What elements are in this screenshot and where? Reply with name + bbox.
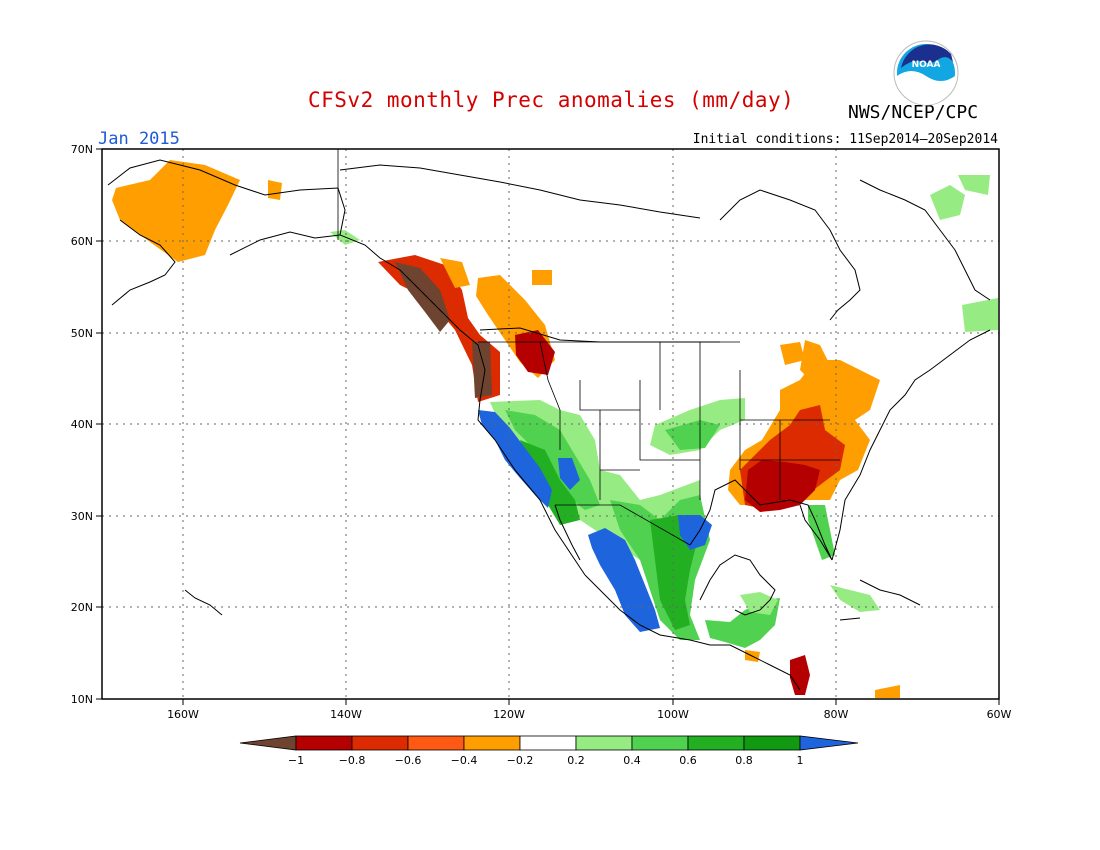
graticule — [102, 149, 999, 699]
labrador-wet — [930, 185, 965, 220]
initial-conditions: Initial conditions: 11Sep2014–20Sep2014 — [692, 132, 998, 147]
southwest-green-dark — [520, 440, 580, 525]
lon-label: 60W — [987, 708, 1012, 721]
logo-text: NOAA — [912, 60, 941, 70]
lat-label: 10N — [71, 693, 93, 706]
noaa-logo-icon: NOAA — [893, 40, 959, 106]
lat-label: 70N — [71, 143, 93, 156]
lat-label: 50N — [71, 327, 93, 340]
alaska-west-dry — [112, 160, 240, 262]
legend-swatch — [295, 735, 353, 751]
labrador-wet-3 — [962, 298, 998, 332]
political-boundaries — [337, 149, 840, 546]
lakes-dry — [800, 340, 835, 385]
labrador-wet-2 — [958, 175, 990, 195]
legend-arrow-high — [799, 735, 859, 751]
legend-label: 0.2 — [567, 754, 585, 767]
color-legend: −1 −0.8 −0.6 −0.4 −0.2 0.2 0.4 0.6 0.8 1 — [239, 735, 859, 767]
legend-swatch — [463, 735, 521, 751]
legend-swatch — [407, 735, 465, 751]
bc-coast-orange — [440, 258, 470, 288]
legend-swatch — [687, 735, 745, 751]
legend-label: 0.8 — [735, 754, 753, 767]
legend-label: 0.6 — [679, 754, 697, 767]
plains-wet-2 — [665, 420, 720, 450]
central-america-dry — [790, 655, 810, 695]
southwest-green-mid — [505, 410, 600, 510]
forecast-month: Jan 2015 — [98, 129, 180, 149]
map-title: CFSv2 monthly Prec anomalies (mm/day) — [308, 88, 795, 112]
agency-label: NWS/NCEP/CPC — [848, 102, 979, 123]
legend-swatch — [519, 735, 577, 751]
lat-label: 60N — [71, 235, 93, 248]
lon-label: 120W — [493, 708, 525, 721]
lat-label: 20N — [71, 601, 93, 614]
lon-label: 160W — [167, 708, 199, 721]
legend-label: 0.4 — [623, 754, 641, 767]
legend-label: −0.6 — [395, 754, 422, 767]
legend-label: 1 — [797, 754, 804, 767]
rockies-dry — [515, 330, 555, 375]
legend-swatch — [575, 735, 633, 751]
legend-arrow-low — [239, 735, 297, 751]
northeast-dry-2 — [780, 342, 805, 365]
legend-label: −0.2 — [507, 754, 534, 767]
longitude-axis: 160W 140W 120W 100W 80W 60W — [167, 699, 1012, 721]
lat-label: 30N — [71, 510, 93, 523]
pacific-nw-very-dry-2 — [472, 342, 492, 398]
alaska-north-dry — [268, 180, 282, 200]
legend-label: −1 — [288, 754, 304, 767]
caribbean-wet — [830, 585, 880, 612]
legend-swatch — [631, 735, 689, 751]
mexico-west-wet — [588, 528, 660, 632]
legend-swatch — [351, 735, 409, 751]
southeast-very-dry — [745, 460, 820, 512]
lat-label: 40N — [71, 418, 93, 431]
lon-label: 80W — [824, 708, 849, 721]
central-america-light — [740, 592, 778, 615]
latitude-axis: 70N 60N 50N 40N 30N 20N 10N — [71, 143, 102, 706]
legend-label: −0.8 — [339, 754, 366, 767]
pacific-nw-very-dry — [395, 262, 450, 332]
venezuela-orange — [875, 685, 900, 698]
legend-label: −0.4 — [451, 754, 478, 767]
california-wet — [478, 410, 552, 508]
legend-swatch — [743, 735, 801, 751]
california-wet-2 — [558, 458, 580, 490]
lon-label: 100W — [657, 708, 689, 721]
lon-label: 140W — [330, 708, 362, 721]
bc-interior-dry-2 — [532, 270, 552, 285]
